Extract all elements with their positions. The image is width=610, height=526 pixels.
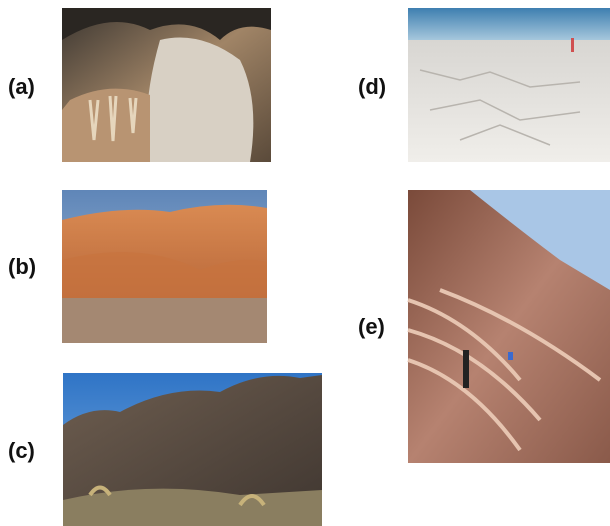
photo-dunes	[62, 190, 267, 343]
panel-label: (b)	[8, 254, 36, 279]
photo-cave	[62, 8, 271, 162]
photo-salt-flat	[408, 8, 610, 162]
panel-label: (c)	[8, 438, 35, 463]
photo-folded-rock	[407, 190, 610, 463]
panel-label: (a)	[8, 74, 35, 99]
photo-mountain	[63, 373, 322, 526]
panel-label: (e)	[358, 314, 385, 339]
panel-label: (d)	[358, 74, 386, 99]
